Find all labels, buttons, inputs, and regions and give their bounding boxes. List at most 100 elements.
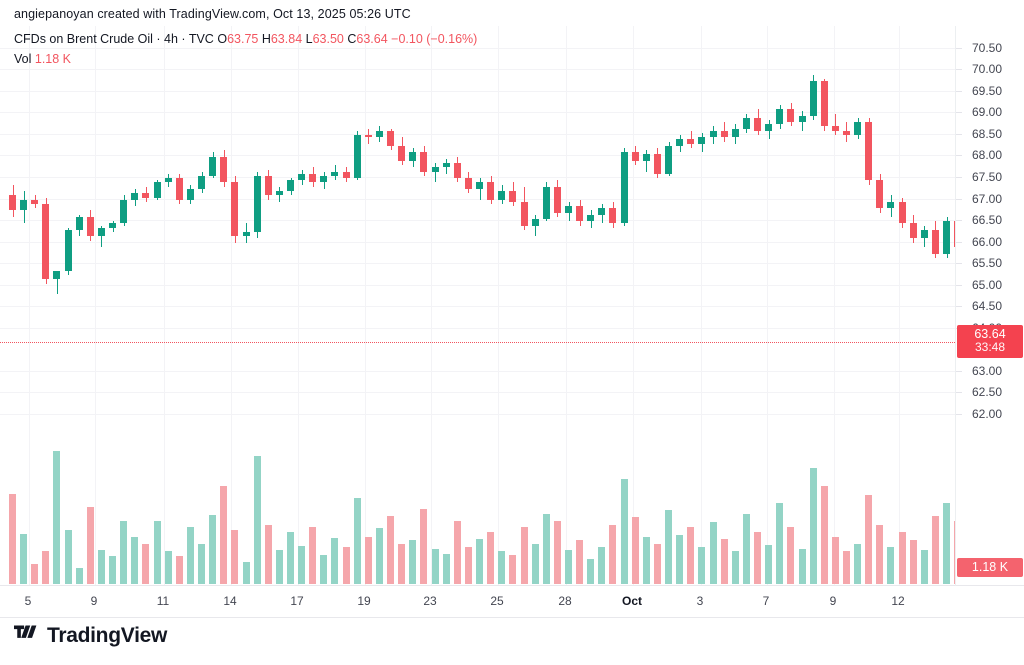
candle-body[interactable]	[698, 137, 706, 144]
volume-bar[interactable]	[854, 543, 862, 584]
candle-body[interactable]	[209, 156, 217, 176]
candle-body[interactable]	[531, 219, 539, 226]
candle-body[interactable]	[64, 229, 72, 271]
volume-bar[interactable]	[642, 537, 650, 584]
candle-body[interactable]	[242, 232, 250, 237]
candle-body[interactable]	[943, 221, 951, 254]
candle-body[interactable]	[420, 152, 428, 172]
candle-body[interactable]	[598, 208, 606, 215]
volume-bar[interactable]	[542, 513, 550, 584]
candle-body[interactable]	[398, 145, 406, 161]
volume-bar[interactable]	[387, 516, 395, 584]
volume-bar[interactable]	[242, 561, 250, 584]
volume-bar[interactable]	[42, 551, 50, 584]
volume-bar[interactable]	[754, 531, 762, 584]
candle-body[interactable]	[620, 152, 628, 224]
volume-bar[interactable]	[431, 548, 439, 584]
candle-body[interactable]	[97, 227, 105, 237]
volume-bar[interactable]	[843, 551, 850, 584]
volume-bar[interactable]	[75, 568, 83, 584]
candle-body[interactable]	[387, 130, 395, 146]
volume-bar[interactable]	[175, 556, 183, 584]
candle-body[interactable]	[320, 176, 328, 183]
candle-body[interactable]	[42, 204, 50, 280]
candle-body[interactable]	[542, 186, 550, 220]
candle-body[interactable]	[820, 81, 828, 127]
candle-body[interactable]	[665, 145, 673, 174]
volume-bar[interactable]	[565, 550, 572, 584]
volume-bar[interactable]	[364, 537, 372, 584]
volume-bar[interactable]	[653, 543, 661, 584]
candle-body[interactable]	[75, 216, 83, 230]
volume-bar[interactable]	[742, 513, 750, 584]
candle-body[interactable]	[676, 139, 684, 146]
candle-body[interactable]	[553, 186, 561, 213]
volume-bar[interactable]	[631, 517, 639, 584]
candle-body[interactable]	[53, 270, 61, 280]
candle-body[interactable]	[642, 154, 650, 161]
candle-body[interactable]	[198, 176, 206, 189]
candle-body[interactable]	[798, 115, 806, 123]
candle-body[interactable]	[231, 182, 239, 237]
volume-bar[interactable]	[920, 550, 928, 584]
volume-bar[interactable]	[9, 493, 16, 584]
candle-body[interactable]	[175, 178, 183, 200]
candle-body[interactable]	[253, 176, 261, 233]
volume-bar[interactable]	[464, 546, 472, 584]
candle-body[interactable]	[220, 156, 228, 183]
candle-body[interactable]	[909, 223, 917, 239]
volume-bar[interactable]	[798, 548, 806, 584]
candle-body[interactable]	[476, 182, 484, 189]
candle-body[interactable]	[275, 191, 283, 196]
candle-body[interactable]	[153, 182, 161, 198]
candle-body[interactable]	[631, 152, 639, 161]
volume-bar[interactable]	[186, 526, 194, 584]
candle-body[interactable]	[765, 124, 773, 131]
candle-body[interactable]	[954, 221, 955, 248]
candle-body[interactable]	[453, 163, 461, 179]
volume-bar[interactable]	[320, 555, 328, 584]
volume-bar[interactable]	[220, 485, 228, 584]
candle-body[interactable]	[776, 109, 784, 125]
candle-body[interactable]	[565, 206, 572, 213]
volume-bar[interactable]	[943, 503, 951, 584]
candle-body[interactable]	[142, 193, 150, 198]
candle-body[interactable]	[9, 195, 16, 211]
volume-bar[interactable]	[898, 531, 906, 584]
price-axis[interactable]: 70.50 70.00 69.50 69.00 68.50 68.00 67.50 67.00…	[955, 26, 1024, 586]
volume-bar[interactable]	[198, 543, 206, 584]
candle-body[interactable]	[742, 117, 750, 129]
volume-bar[interactable]	[287, 531, 294, 584]
volume-bar[interactable]	[86, 507, 94, 584]
volume-bar[interactable]	[142, 543, 150, 584]
volume-bar[interactable]	[765, 544, 773, 584]
candle-body[interactable]	[831, 126, 839, 131]
candle-body[interactable]	[931, 229, 939, 254]
volume-bar[interactable]	[809, 468, 817, 584]
volume-bar[interactable]	[231, 529, 239, 584]
candle-body[interactable]	[309, 173, 317, 183]
candle-body[interactable]	[653, 154, 661, 174]
candle-body[interactable]	[298, 173, 306, 181]
volume-bar[interactable]	[676, 535, 684, 584]
volume-bar[interactable]	[698, 546, 706, 584]
volume-bar[interactable]	[931, 516, 939, 584]
volume-bar[interactable]	[787, 526, 795, 584]
volume-bar[interactable]	[164, 551, 172, 584]
volume-bar[interactable]	[253, 455, 261, 584]
candle-body[interactable]	[164, 178, 172, 183]
candle-body[interactable]	[709, 130, 717, 138]
candle-body[interactable]	[576, 206, 584, 222]
volume-bar[interactable]	[665, 509, 673, 584]
candle-body[interactable]	[264, 176, 272, 196]
volume-bar[interactable]	[731, 551, 739, 584]
candle-body[interactable]	[887, 201, 895, 209]
candle-body[interactable]	[809, 81, 817, 116]
candle-body[interactable]	[720, 130, 728, 138]
candle-body[interactable]	[487, 182, 495, 200]
volume-bar[interactable]	[420, 508, 428, 584]
candle-body[interactable]	[409, 152, 417, 161]
candle-body[interactable]	[353, 135, 361, 179]
candle-body[interactable]	[920, 229, 928, 239]
volume-bar[interactable]	[520, 526, 528, 584]
